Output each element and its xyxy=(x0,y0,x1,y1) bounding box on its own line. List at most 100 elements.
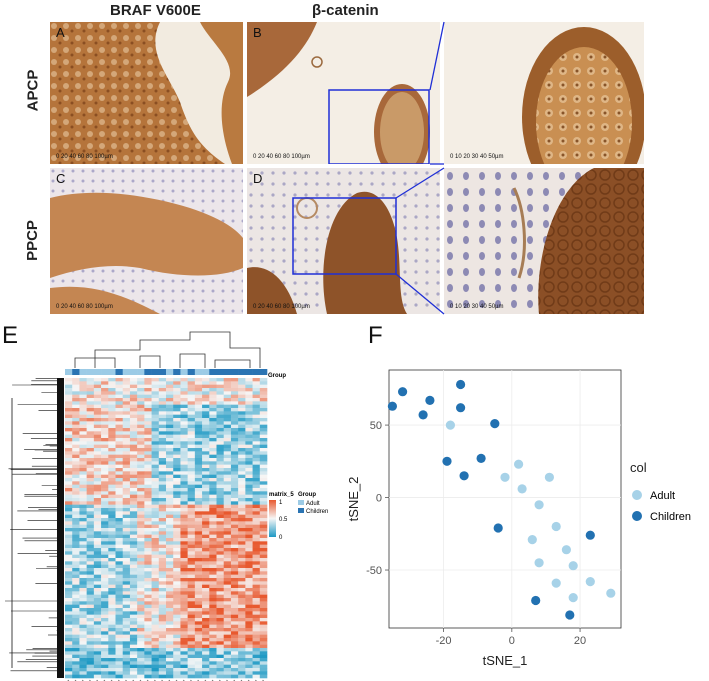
heat-cell xyxy=(187,574,196,579)
heat-cell xyxy=(216,448,225,452)
heat-cell xyxy=(93,454,102,459)
heat-cell xyxy=(79,481,87,485)
heat-cell xyxy=(259,594,268,599)
heat-cell xyxy=(245,414,253,419)
heat-cell xyxy=(93,444,102,449)
heat-cell xyxy=(245,674,253,679)
heat-cell xyxy=(72,541,80,545)
heat-cell xyxy=(173,501,181,505)
group-legend-adult: Adult xyxy=(306,501,320,507)
heat-cell xyxy=(202,554,210,559)
heat-cell xyxy=(209,548,217,552)
heat-cell xyxy=(101,621,109,625)
heat-cell xyxy=(72,658,80,662)
heat-cell xyxy=(151,658,160,662)
heat-cell xyxy=(194,598,203,602)
heat-cell xyxy=(180,531,188,535)
heat-cell xyxy=(137,641,145,645)
heat-cell xyxy=(137,498,145,502)
heat-cell xyxy=(202,608,210,612)
heat-cell xyxy=(216,594,225,599)
heat-cell xyxy=(202,504,210,509)
heat-cell xyxy=(209,518,217,522)
heat-cell xyxy=(166,391,174,395)
heat-cell xyxy=(173,451,181,455)
heat-cell xyxy=(223,588,232,592)
heat-cell xyxy=(202,421,210,425)
heat-cell xyxy=(86,594,95,599)
heat-cell xyxy=(209,618,217,622)
heat-cell xyxy=(230,481,239,485)
heatmap-row-dendrogram xyxy=(5,378,64,678)
heat-cell xyxy=(79,628,87,632)
heat-cell xyxy=(151,601,160,605)
heat-cell xyxy=(202,638,210,642)
heat-cell xyxy=(202,434,210,439)
heat-cell xyxy=(238,434,246,439)
heat-cell xyxy=(86,384,95,389)
heat-cell xyxy=(101,458,109,462)
heat-cell xyxy=(238,638,246,642)
heat-cell xyxy=(115,604,124,609)
group-legend-children-swatch xyxy=(298,508,304,513)
heat-cell xyxy=(187,414,196,419)
heat-cell xyxy=(180,614,188,619)
heat-cell xyxy=(129,388,138,392)
heat-cell xyxy=(209,501,217,505)
heat-cell xyxy=(187,434,196,439)
heat-cell xyxy=(158,541,167,545)
heat-cell xyxy=(180,551,188,555)
heat-cell xyxy=(65,391,73,395)
heat-cell xyxy=(129,548,138,552)
heat-cell xyxy=(137,394,145,399)
heat-cell xyxy=(180,658,188,662)
heat-cell xyxy=(238,668,246,672)
heat-cell xyxy=(223,551,232,555)
heat-cell xyxy=(166,621,174,625)
heat-cell xyxy=(223,521,232,525)
heat-cell xyxy=(101,394,109,399)
heat-cell xyxy=(252,444,261,449)
heat-cell xyxy=(79,631,87,635)
heat-cell xyxy=(151,668,160,672)
heat-cell xyxy=(137,528,145,532)
heat-cell xyxy=(173,661,181,665)
point-adult xyxy=(534,500,544,510)
heat-cell xyxy=(180,534,188,539)
heat-cell xyxy=(72,418,80,422)
heat-cell xyxy=(151,394,160,399)
heat-cell xyxy=(93,548,102,552)
heat-cell xyxy=(151,538,160,542)
heat-cell xyxy=(173,668,181,672)
heat-cell xyxy=(166,598,174,602)
heat-cell xyxy=(223,384,232,389)
heat-cell xyxy=(202,568,210,572)
heat-cell xyxy=(166,594,174,599)
heat-cell xyxy=(115,614,124,619)
heat-cell xyxy=(230,538,239,542)
heat-cell xyxy=(151,408,160,412)
heat-cell xyxy=(79,658,87,662)
heat-cell xyxy=(194,541,203,545)
heat-cell xyxy=(101,418,109,422)
heat-cell xyxy=(187,511,196,515)
heat-cell xyxy=(166,604,174,609)
heat-cell xyxy=(223,544,232,549)
heat-cell xyxy=(86,378,95,382)
heat-cell xyxy=(122,521,131,525)
heat-cell xyxy=(101,598,109,602)
heat-cell xyxy=(252,648,261,652)
heat-cell xyxy=(79,444,87,449)
heat-cell xyxy=(86,458,95,462)
heat-cell xyxy=(79,491,87,495)
heat-cell xyxy=(108,424,116,429)
heat-cell xyxy=(202,418,210,422)
heat-cell xyxy=(252,534,261,539)
heat-cell xyxy=(259,454,268,459)
heat-cell xyxy=(122,668,131,672)
heat-cell xyxy=(79,468,87,472)
heat-cell xyxy=(238,574,246,579)
heat-cell xyxy=(129,571,138,575)
heat-cell xyxy=(259,658,268,662)
heat-cell xyxy=(238,531,246,535)
